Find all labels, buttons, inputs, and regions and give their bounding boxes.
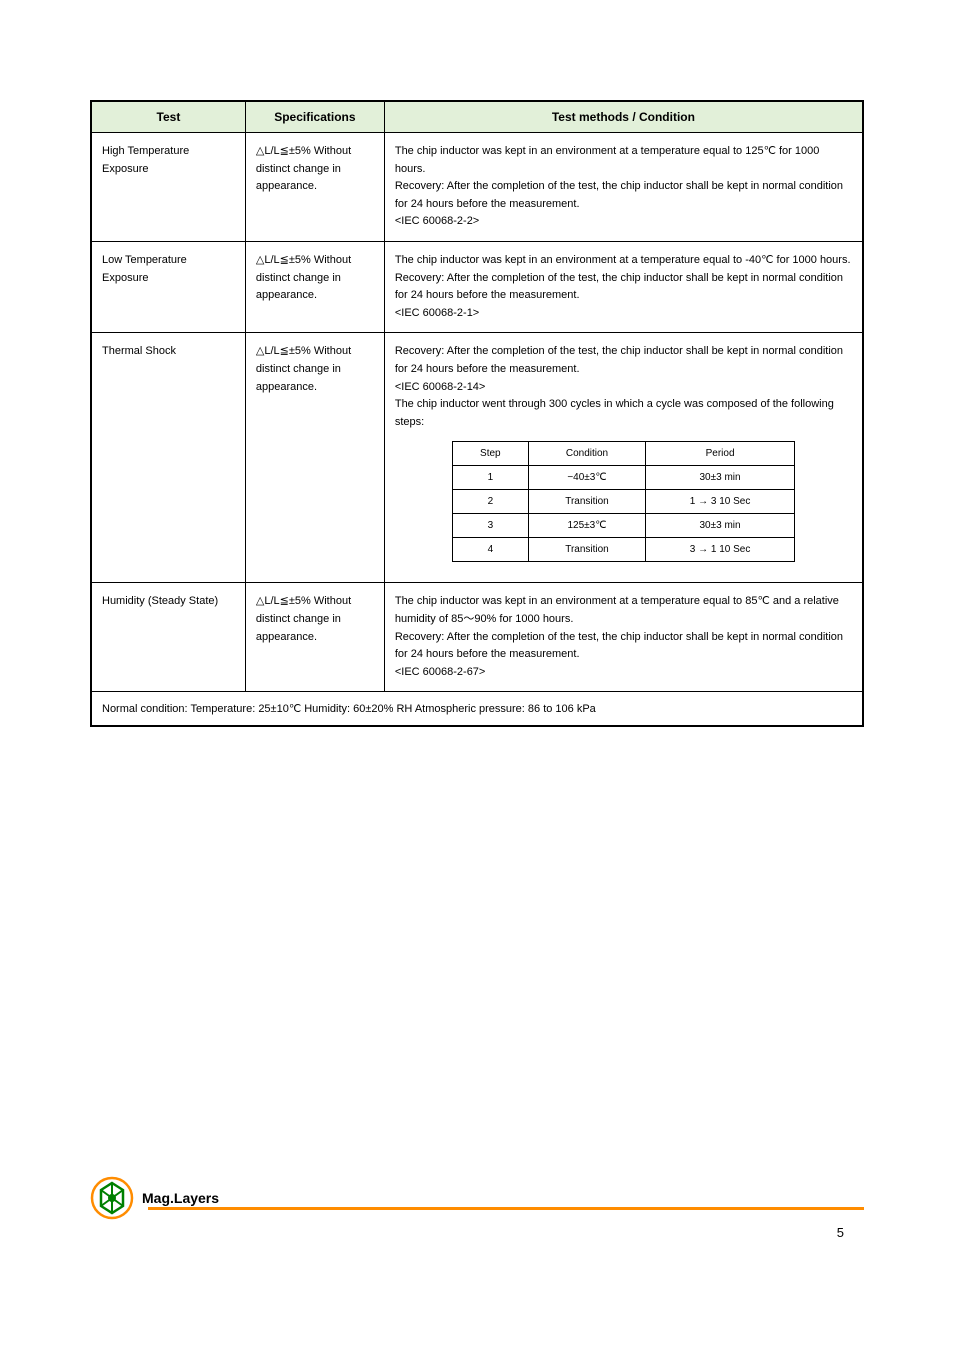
inner-cond: −40±3℃ — [528, 466, 646, 490]
header-test: Test — [91, 101, 245, 133]
inner-period: 30±3 min — [646, 466, 795, 490]
inner-step: 1 — [452, 466, 528, 490]
footer-row: Normal condition: Temperature: 25±10℃ Hu… — [91, 692, 863, 727]
header-method: Test methods / Condition — [384, 101, 863, 133]
specifications-table: Test Specifications Test methods / Condi… — [90, 100, 864, 727]
table-row: Low Temperature Exposure △L/L≦±5% Withou… — [91, 241, 863, 332]
table-row: Humidity (Steady State) △L/L≦±5% Without… — [91, 583, 863, 692]
method-content: The chip inductor was kept in an environ… — [395, 593, 852, 681]
inner-header-step: Step — [452, 442, 528, 466]
divider-line — [148, 1207, 864, 1210]
footer-text: Normal condition: Temperature: 25±10℃ Hu… — [91, 692, 863, 727]
company-name: Mag.Layers — [142, 1190, 219, 1206]
method-content: The chip inductor was kept in an environ… — [395, 252, 852, 322]
inner-period: 1 → 3 10 Sec — [646, 490, 795, 514]
page-number: 5 — [837, 1225, 844, 1240]
table-row: High Temperature Exposure △L/L≦±5% Witho… — [91, 133, 863, 242]
spec-content: △L/L≦±5% Without distinct change in appe… — [256, 343, 374, 396]
spec-content: △L/L≦±5% Without distinct change in appe… — [256, 143, 374, 196]
inner-header-cond: Condition — [528, 442, 646, 466]
inner-cond: Transition — [528, 490, 646, 514]
inner-cond: 125±3℃ — [528, 514, 646, 538]
spec-content: △L/L≦±5% Without distinct change in appe… — [256, 593, 374, 646]
inner-step: 3 — [452, 514, 528, 538]
inner-period: 30±3 min — [646, 514, 795, 538]
table-row: Thermal Shock △L/L≦±5% Without distinct … — [91, 333, 863, 583]
test-name: High Temperature Exposure — [102, 143, 235, 178]
company-logo-icon — [90, 1176, 134, 1220]
method-content: Recovery: After the completion of the te… — [395, 343, 852, 431]
method-content: The chip inductor was kept in an environ… — [395, 143, 852, 231]
test-name: Thermal Shock — [102, 343, 235, 361]
inner-period: 3 → 1 10 Sec — [646, 538, 795, 562]
inner-cond: Transition — [528, 538, 646, 562]
table-body: High Temperature Exposure △L/L≦±5% Witho… — [91, 133, 863, 727]
inner-header-period: Period — [646, 442, 795, 466]
thermal-steps-table: Step Condition Period 1 −40±3℃ 30±3 min … — [452, 441, 795, 562]
inner-step: 2 — [452, 490, 528, 514]
test-name: Humidity (Steady State) — [102, 593, 235, 611]
logo-section: Mag.Layers — [90, 1176, 219, 1220]
header-spec: Specifications — [245, 101, 384, 133]
test-name: Low Temperature Exposure — [102, 252, 235, 287]
inner-step: 4 — [452, 538, 528, 562]
spec-content: △L/L≦±5% Without distinct change in appe… — [256, 252, 374, 305]
